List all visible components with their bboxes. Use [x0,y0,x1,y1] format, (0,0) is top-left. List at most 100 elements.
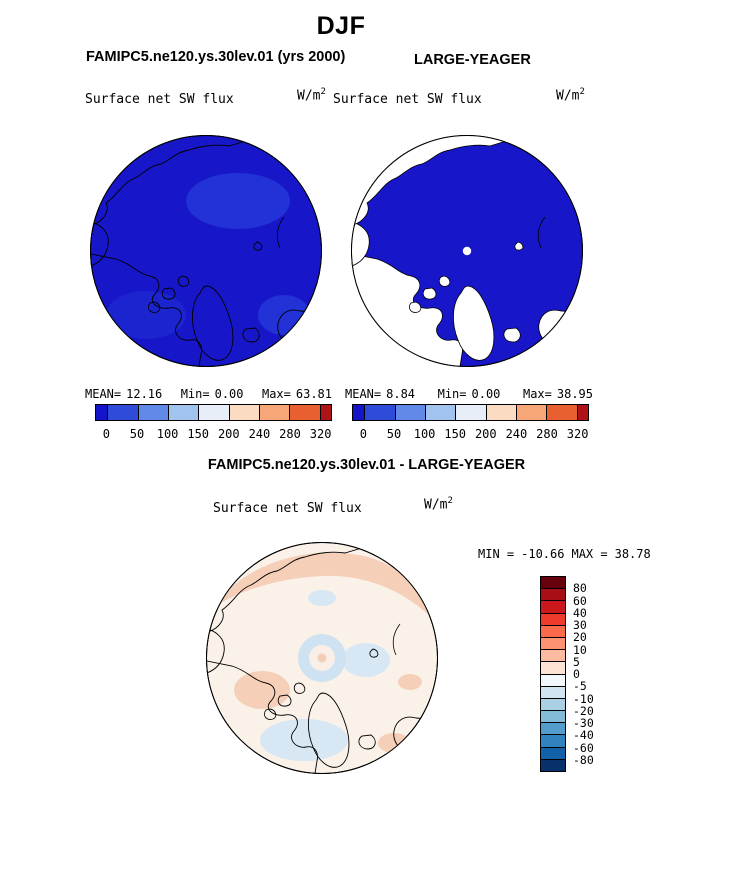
map-boundary [351,135,583,367]
colorbar-tick-label: 0 [573,667,580,681]
positive-diff-patch [234,671,290,709]
coastlines-overlay [90,135,322,367]
colorbar-segment [541,722,565,735]
colorbar-segment [541,661,565,674]
colorbar-segment [107,405,138,420]
diff-polar-map [206,542,438,774]
model-polar-map [90,135,322,367]
coastline-arc [537,216,546,249]
land-mask-group [351,135,583,367]
colorbar-bar [540,576,566,772]
colorbar-tick-label: 280 [536,427,558,441]
colorbar-tick-label: 100 [156,427,179,441]
model-colorbar: 0 50 100 150 200 240 280 320 [95,404,332,441]
colorbar-segment [353,405,365,420]
colorbar-tick-label: 320 [309,427,332,441]
colorbar-segment [455,405,486,420]
colorbar-tick-label: -5 [573,679,587,694]
colorbar-segment [541,588,565,601]
colorbar-segment [541,577,565,589]
colorbar-tick-label: 280 [279,427,301,441]
map-boundary [206,542,438,774]
colorbar-tick-label: 200 [474,427,497,441]
min-label: Min= [180,387,210,401]
colorbar-segment [546,405,577,420]
mean-value: 12.16 [126,387,163,401]
colorbar-bar [95,404,332,421]
units-exponent: 2 [579,87,585,97]
land-island [438,275,451,287]
colorbar-tick-label: 5 [573,654,580,669]
colorbar-segment [541,710,565,723]
colorbar-tick-label: 20 [573,630,587,645]
obs-units: W/m2 [556,87,585,103]
colorbar-tick-label: 100 [413,427,436,441]
colorbar-tick-label: 150 [187,427,210,441]
map-boundary [90,135,322,367]
colorbar-segment [424,405,456,420]
colorbar-ticks: 0 50 100 150 200 240 280 320 [352,427,589,441]
colorbar-segment [167,405,199,420]
colorbar-tick-label: 240 [248,427,271,441]
model-field-title: Surface net SW flux [85,92,234,107]
colorbar-segment [319,405,331,420]
max-label: Max= [261,387,291,401]
model-stats: MEAN= 12.16 Min= 0.00 Max= 63.81 [85,387,332,401]
land-island [408,301,422,313]
colorbar-tick-label: 240 [505,427,528,441]
colorbar-tick-label: 10 [573,642,587,657]
colorbar-tick-label: 0 [359,427,367,441]
min-label: Min= [437,387,467,401]
mean-label: MEAN= [345,387,382,401]
colorbar-segment [541,734,565,747]
colorbar-tick-label: 40 [573,605,587,620]
negative-diff-patch [342,643,390,677]
diff-field-title: Surface net SW flux [213,501,362,516]
units-base: W/m [556,88,580,104]
colorbar-segment [96,405,108,420]
colorbar-tick-label: -10 [573,691,594,706]
coastlines-overlay [206,542,438,774]
colorbar-segment [137,405,168,420]
max-label: Max= [522,387,552,401]
colorbar-segment [289,405,320,420]
colorbar-tick-label: 80 [573,581,587,596]
obs-colorbar: 0 50 100 150 200 240 280 320 [352,404,589,441]
units-base: W/m [297,88,321,104]
max-value: 63.81 [295,387,332,401]
colorbar-segment [541,600,565,613]
colorbar-tick-label: 50 [129,427,145,441]
colorbar-segment [364,405,395,420]
obs-field-title: Surface net SW flux [333,92,482,107]
colorbar-segment [394,405,425,420]
obs-polar-map [351,135,583,367]
colorbar-tick-label: -30 [573,716,594,730]
season-title: DJF [316,12,366,40]
colorbar-ticks: 80 60 40 30 20 10 5 0 -5 -10 -20 -30 -40 -60 -80 [573,576,613,772]
colorbar-tick-label: 200 [217,427,240,441]
colorbar-segment [541,624,565,637]
min-label: MIN = [478,547,515,561]
diff-colorbar: 80 60 40 30 20 10 5 0 -5 -10 -20 -30 -40 -60 -80 [540,576,612,772]
positive-diff-patch [210,552,434,620]
colorbar-tick-label: 60 [573,593,587,608]
colorbar-segment [541,685,565,698]
max-label: MAX = [571,547,608,561]
min-value: 0.00 [471,387,501,401]
min-value: -10.66 [521,547,565,561]
diff-units: W/m2 [424,496,453,512]
mean-value: 8.84 [386,387,416,401]
negative-diff-patch [308,590,336,606]
min-value: 0.00 [214,387,244,401]
colorbar-tick-label: 30 [573,618,587,632]
colorbar-tick-label: 50 [386,427,402,441]
obs-case-title: LARGE-YEAGER [414,52,531,68]
colorbar-tick-label: 320 [566,427,589,441]
land-island [422,287,437,300]
colorbar-segment [228,405,259,420]
colorbar-tick-label: -40 [573,728,594,743]
colorbar-segment [541,673,565,686]
diff-case-title: FAMIPC5.ne120.ys.30lev.01 - LARGE-YEAGER [207,457,526,473]
diff-stats: MIN = -10.66 MAX = 38.78 [478,547,651,561]
